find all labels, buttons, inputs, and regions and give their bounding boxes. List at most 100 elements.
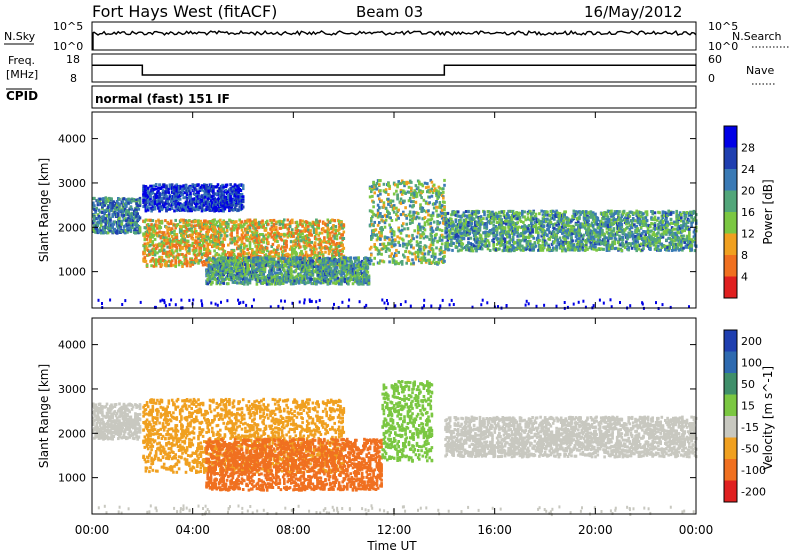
heatmap-cell [203, 223, 206, 227]
heatmap-cell [204, 195, 207, 199]
heatmap-cell [173, 239, 176, 243]
heatmap-cell [256, 259, 260, 263]
heatmap-cell [208, 251, 212, 255]
heatmap-cell [289, 240, 293, 244]
heatmap-cell [240, 220, 244, 224]
heatmap-cell [166, 231, 169, 235]
heatmap-cell [165, 261, 168, 265]
heatmap-cell [151, 240, 155, 244]
heatmap-cell [367, 275, 371, 279]
heatmap-cell [101, 211, 104, 215]
heatmap-cell [381, 215, 384, 219]
heatmap-cell [272, 218, 276, 222]
heatmap-cell [376, 223, 380, 227]
heatmap-cell [246, 232, 249, 236]
heatmap-cell [169, 229, 173, 233]
heatmap-cell [137, 218, 141, 221]
heatmap-cell [205, 249, 208, 253]
heatmap-cell [182, 220, 185, 224]
heatmap-cell [206, 232, 209, 236]
heatmap-cell [239, 246, 243, 249]
heatmap-cell [319, 243, 323, 247]
heatmap-cell [107, 199, 111, 203]
heatmap-cell [248, 229, 252, 233]
heatmap-cell [133, 216, 136, 220]
heatmap-cell [303, 258, 307, 262]
heatmap-cell [245, 244, 248, 248]
heatmap-cell [310, 233, 314, 237]
heatmap-cell [197, 261, 200, 265]
heatmap-cell [267, 231, 270, 235]
heatmap-cell [271, 255, 275, 259]
heatmap-cell [166, 229, 169, 233]
heatmap-cell [158, 255, 161, 259]
heatmap-cell [134, 228, 137, 231]
heatmap-cell [395, 189, 398, 193]
heatmap-cell [118, 203, 121, 207]
heatmap-cell [156, 226, 159, 230]
heatmap-cell [188, 223, 191, 227]
heatmap-cell [174, 261, 177, 265]
heatmap-cell [366, 270, 370, 274]
heatmap-cell [286, 218, 290, 222]
heatmap-cell [265, 246, 269, 250]
heatmap-cell [216, 183, 220, 187]
heatmap-cell [395, 260, 398, 264]
heatmap-cell [254, 226, 257, 230]
heatmap-cell [394, 238, 397, 242]
heatmap-cell [98, 210, 102, 214]
heatmap-cell [115, 203, 119, 207]
heatmap-cell [146, 234, 150, 238]
heatmap-cell [211, 281, 214, 284]
heatmap-cell [117, 212, 120, 216]
heatmap-cell [372, 212, 375, 216]
heatmap-cell [248, 278, 252, 282]
heatmap-cell [182, 225, 185, 228]
heatmap-cell [165, 236, 168, 240]
heatmap-cell [245, 236, 248, 240]
heatmap-cell [262, 225, 265, 229]
heatmap-cell [312, 256, 316, 260]
beam-label: Beam 03 [356, 3, 423, 21]
nsky-label: N.Sky [4, 30, 36, 43]
heatmap-cell [222, 227, 225, 231]
heatmap-cell [279, 265, 283, 268]
heatmap-cell [269, 232, 272, 236]
heatmap-cell [328, 250, 332, 254]
heatmap-cell [310, 240, 314, 244]
heatmap-cell [271, 250, 275, 254]
heatmap-cell [149, 218, 152, 222]
heatmap-cell [375, 233, 379, 237]
heatmap-cell [159, 249, 163, 252]
heatmap-cell [310, 246, 314, 250]
heatmap-cell [260, 244, 263, 248]
heatmap-cell [109, 218, 112, 222]
heatmap-cell [378, 183, 381, 187]
heatmap-cell [219, 236, 222, 240]
heatmap-cell [98, 197, 102, 201]
heatmap-cell [136, 205, 139, 209]
heatmap-cell [204, 226, 207, 230]
heatmap-cell [372, 200, 375, 204]
heatmap-cell [126, 230, 129, 234]
heatmap-cell [195, 247, 198, 251]
heatmap-cell [381, 228, 384, 232]
heatmap-cell [169, 263, 173, 267]
heatmap-cell [205, 230, 208, 234]
heatmap-cell [243, 243, 246, 247]
heatmap-cell [184, 253, 188, 257]
heatmap-cell [109, 228, 112, 232]
heatmap-cell [308, 238, 311, 242]
heatmap-cell [138, 228, 142, 232]
heatmap-cell [379, 212, 382, 215]
heatmap-cell [262, 240, 265, 244]
heatmap-cell [272, 267, 276, 271]
heatmap-cell [183, 243, 187, 247]
heatmap-cell [180, 204, 183, 208]
heatmap-cell [172, 251, 175, 255]
heatmap-cell [339, 236, 342, 240]
heatmap-cell [125, 201, 128, 205]
heatmap-cell [207, 189, 211, 193]
heatmap-cell [214, 223, 217, 227]
heatmap-cell [181, 245, 184, 249]
